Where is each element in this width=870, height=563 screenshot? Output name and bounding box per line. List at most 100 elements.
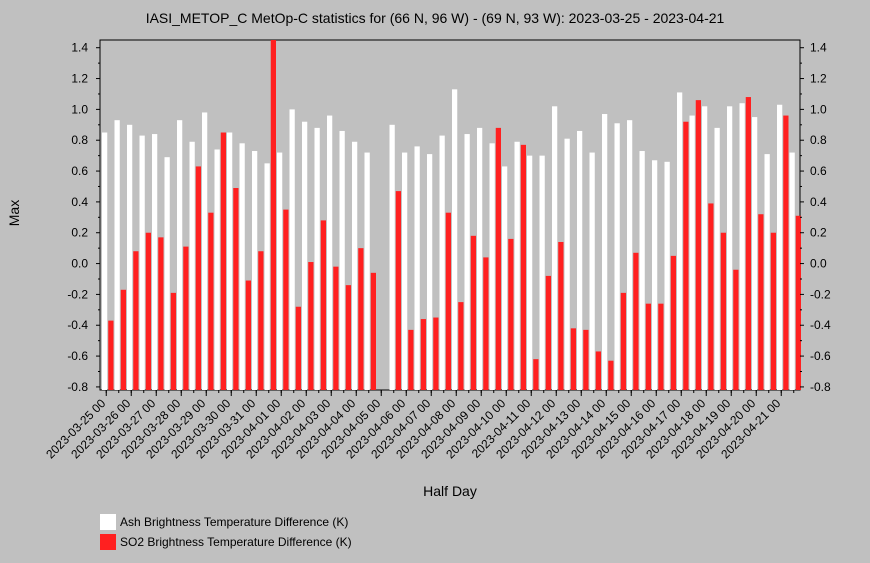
ash-bar (527, 155, 533, 390)
x-axis-label: Half Day (423, 483, 477, 499)
so2-bar (758, 214, 764, 390)
ash-bar (214, 149, 220, 390)
ash-bar (639, 151, 645, 390)
ash-bar (514, 141, 520, 390)
so2-bar (220, 132, 226, 390)
ash-bar (202, 112, 208, 391)
ash-bar (752, 117, 758, 390)
so2-bar (420, 319, 426, 390)
ash-bar (552, 106, 558, 390)
ash-bar (127, 124, 133, 391)
ash-bar (764, 154, 770, 390)
so2-bar (708, 203, 714, 390)
so2-bar (195, 166, 201, 390)
y-tick-label-left: -0.8 (67, 380, 88, 394)
so2-bar (270, 40, 276, 390)
so2-bar (433, 317, 439, 390)
ash-bar (577, 130, 583, 390)
y-tick-label-left: 1.4 (71, 41, 88, 55)
y-tick-label-right: -0.4 (810, 318, 831, 332)
ash-bar (727, 106, 733, 390)
so2-bar (720, 232, 726, 390)
ash-bar (539, 155, 545, 390)
ash-bar (327, 115, 333, 390)
so2-bar (408, 329, 414, 390)
ash-bar (714, 127, 720, 390)
ash-bar (177, 120, 183, 390)
ash-bar (664, 161, 670, 390)
y-tick-label-right: 1.0 (810, 102, 827, 116)
so2-bar (445, 212, 451, 390)
so2-bar (620, 292, 626, 390)
so2-bar (520, 144, 526, 390)
so2-bar (145, 232, 151, 390)
so2-bar (483, 257, 489, 390)
so2-bar (208, 212, 214, 390)
y-tick-label-left: -0.4 (67, 318, 88, 332)
y-tick-label-right: -0.8 (810, 380, 831, 394)
y-tick-label-right: -0.2 (810, 287, 831, 301)
so2-bar (558, 241, 564, 390)
ash-bar (452, 89, 458, 391)
ash-bar (152, 134, 158, 390)
so2-bar (345, 285, 351, 390)
so2-bar (608, 360, 614, 390)
so2-bar (395, 191, 401, 390)
ash-bar (227, 132, 233, 390)
ash-bar (239, 143, 245, 390)
ash-bar (414, 146, 420, 390)
y-tick-label-right: 0.0 (810, 257, 827, 271)
so2-bar (108, 320, 114, 390)
ash-bar (464, 134, 470, 390)
so2-bar (533, 359, 539, 390)
so2-bar (745, 97, 751, 390)
so2-bar (333, 266, 339, 390)
so2-bar (733, 269, 739, 390)
legend-swatch-so2 (100, 534, 116, 550)
y-tick-label-left: 0.2 (71, 226, 88, 240)
so2-bar (183, 246, 189, 390)
y-tick-label-left: 0.6 (71, 164, 88, 178)
ash-bar (264, 163, 270, 390)
so2-bar (245, 280, 251, 390)
ash-bar (689, 115, 695, 390)
so2-bar (508, 238, 514, 390)
so2-bar (695, 100, 701, 391)
y-tick-label-left: 0.8 (71, 133, 88, 147)
ash-bar (489, 143, 495, 390)
ash-bar (139, 135, 145, 390)
ash-bar (352, 141, 358, 390)
ash-bar (614, 123, 620, 390)
y-tick-label-left: 0.0 (71, 257, 88, 271)
so2-bar (595, 351, 601, 390)
so2-bar (795, 215, 801, 390)
ash-bar (589, 152, 595, 390)
so2-bar (133, 251, 139, 390)
y-tick-label-right: 1.4 (810, 41, 827, 55)
chart-title: IASI_METOP_C MetOp-C statistics for (66 … (145, 10, 725, 26)
so2-bar (570, 328, 576, 390)
so2-bar (458, 302, 464, 390)
y-tick-label-left: 0.4 (71, 195, 88, 209)
y-tick-label-right: 1.2 (810, 72, 827, 86)
ash-bar (164, 157, 170, 390)
legend: Ash Brightness Temperature Difference (K… (100, 512, 352, 552)
legend-item-so2: SO2 Brightness Temperature Difference (K… (100, 532, 352, 552)
so2-bar (470, 235, 476, 390)
y-ticks-layer: -0.8 -0.8 -0.6 -0.6 -0.4 -0.4 -0.2 -0.2 0.0 0.0 0.… (67, 41, 831, 394)
so2-bar (783, 115, 789, 390)
ash-bar (302, 121, 308, 390)
y-tick-label-left: -0.6 (67, 349, 88, 363)
ash-bar (502, 166, 508, 390)
so2-bar (633, 252, 639, 390)
y-tick-label-right: 0.2 (810, 226, 827, 240)
so2-bar (370, 272, 376, 390)
ash-bar (602, 114, 608, 390)
so2-bar (283, 209, 289, 390)
ash-bar (652, 160, 658, 390)
ash-bar (339, 130, 345, 390)
ash-bar (314, 127, 320, 390)
so2-bar (545, 275, 551, 390)
so2-bar (120, 289, 126, 390)
